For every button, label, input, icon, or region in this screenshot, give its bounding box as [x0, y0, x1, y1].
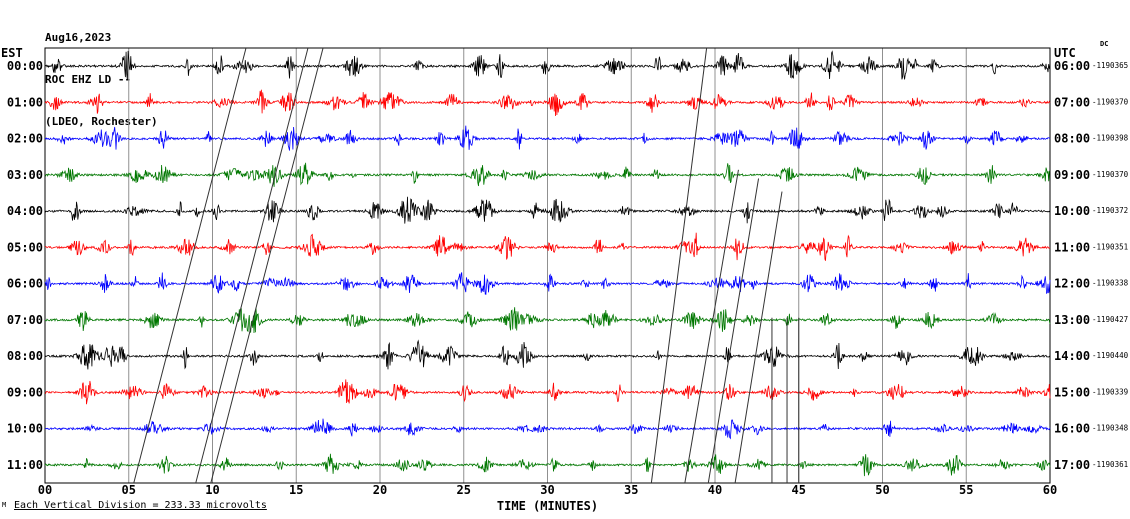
- dc-value: -1190370: [1092, 97, 1129, 106]
- utc-label: 16:00: [1054, 422, 1090, 436]
- dc-axis-label: DC: [1100, 40, 1109, 48]
- utc-label: 10:00: [1054, 204, 1090, 218]
- scale-footer: Each Vertical Division = 233.33 microvol…: [14, 500, 267, 511]
- est-label: 09:00: [7, 385, 43, 399]
- utc-label: 06:00: [1054, 59, 1090, 73]
- utc-label: 12:00: [1054, 277, 1090, 291]
- est-label: 08:00: [7, 349, 43, 363]
- est-label: 11:00: [7, 458, 43, 472]
- trace-08:00: [44, 339, 1051, 370]
- artifact-line: [650, 47, 708, 484]
- dc-value: -1190372: [1092, 206, 1128, 215]
- est-label: 02:00: [7, 132, 43, 146]
- utc-label: 14:00: [1054, 349, 1090, 363]
- dc-value: -1190370: [1092, 170, 1129, 179]
- x-tick-label: 20: [373, 483, 387, 497]
- header-station-location: (LDEO, Rochester): [45, 115, 158, 128]
- trace-02:00: [44, 125, 1051, 151]
- artifact-line: [195, 47, 309, 484]
- est-label: 03:00: [7, 168, 43, 182]
- est-axis-label: EST: [1, 46, 23, 60]
- x-tick-label: 45: [792, 483, 806, 497]
- x-tick-label: 00: [38, 483, 52, 497]
- trace-10:00: [44, 418, 1051, 440]
- x-tick-label: 35: [624, 483, 638, 497]
- utc-label: 17:00: [1054, 458, 1090, 472]
- dc-value: -1190427: [1092, 315, 1128, 324]
- est-label: 01:00: [7, 95, 43, 109]
- header: Aug16,2023 ROC EHZ LD -- (LDEO, Rocheste…: [45, 3, 158, 157]
- est-label: 07:00: [7, 313, 43, 327]
- artifact-line: [707, 178, 760, 484]
- header-date: Aug16,2023: [45, 31, 112, 44]
- x-tick-label: 15: [289, 483, 303, 497]
- trace-07:00: [44, 307, 1051, 334]
- x-tick-label: 30: [540, 483, 554, 497]
- header-station-code: ROC EHZ LD --: [45, 73, 132, 86]
- trace-03:00: [44, 162, 1051, 187]
- corner-mark: M: [2, 501, 7, 509]
- x-axis-title: TIME (MINUTES): [496, 499, 599, 513]
- x-tick-label: 40: [708, 483, 722, 497]
- utc-label: 09:00: [1054, 168, 1090, 182]
- est-label: 05:00: [7, 240, 43, 254]
- est-label: 10:00: [7, 422, 43, 436]
- dc-value: -1190339: [1092, 387, 1128, 396]
- trace-09:00: [44, 379, 1051, 405]
- trace-11:00: [44, 453, 1051, 477]
- utc-label: 07:00: [1054, 95, 1090, 109]
- trace-04:00: [44, 196, 1051, 224]
- x-tick-label: 25: [457, 483, 471, 497]
- utc-label: 15:00: [1054, 385, 1090, 399]
- trace-00:00: [44, 50, 1051, 81]
- utc-label: 13:00: [1054, 313, 1090, 327]
- artifact-line: [210, 47, 324, 484]
- x-tick-label: 55: [959, 483, 973, 497]
- dc-value: -1190365: [1092, 61, 1128, 70]
- x-tick-label: 10: [205, 483, 219, 497]
- scale-value: 233.33 microvolts: [164, 500, 267, 511]
- est-label: 04:00: [7, 204, 43, 218]
- artifact-line: [684, 169, 739, 484]
- dc-value: -1190398: [1092, 134, 1129, 143]
- dc-value: -1190348: [1092, 424, 1129, 433]
- utc-label: 08:00: [1054, 132, 1090, 146]
- artifact-line: [734, 191, 783, 484]
- scale-text: Each Vertical Division =: [14, 500, 165, 511]
- trace-05:00: [44, 232, 1051, 261]
- trace-01:00: [44, 89, 1051, 117]
- x-tick-label: 50: [875, 483, 889, 497]
- plot-frame: [44, 47, 1051, 484]
- utc-label: 11:00: [1054, 240, 1090, 254]
- x-tick-label: 05: [122, 483, 136, 497]
- est-label: 00:00: [7, 59, 43, 73]
- trace-06:00: [44, 272, 1051, 295]
- dc-value: -1190440: [1092, 351, 1129, 360]
- x-tick-label: 60: [1043, 483, 1057, 497]
- dc-value: -1190338: [1092, 279, 1129, 288]
- est-label: 06:00: [7, 277, 43, 291]
- dc-value: -1190351: [1092, 242, 1128, 251]
- dc-value: -1190361: [1092, 460, 1128, 469]
- artifact-line: [133, 47, 247, 484]
- utc-axis-label: UTC: [1054, 46, 1076, 60]
